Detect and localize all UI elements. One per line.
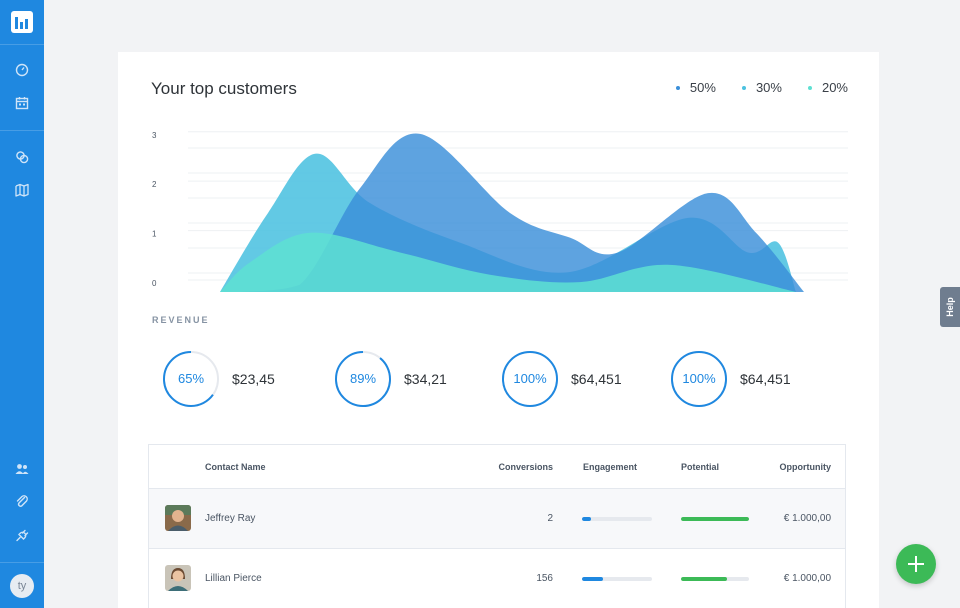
coins-icon[interactable] xyxy=(13,148,31,166)
help-label: Help xyxy=(945,297,955,317)
add-button[interactable] xyxy=(896,544,936,584)
legend-item: 30% xyxy=(741,80,782,95)
ring-percent-label: 100% xyxy=(513,371,547,386)
y-tick-label: 2 xyxy=(152,180,157,189)
revenue-stat: 89% $34,21 xyxy=(334,350,447,408)
ring-percent-label: 100% xyxy=(682,371,716,386)
legend-label: 20% xyxy=(821,80,848,95)
dashboard-gauge-icon[interactable] xyxy=(13,61,31,79)
user-avatar[interactable]: ty xyxy=(10,574,34,598)
ring-progress xyxy=(163,351,219,407)
legend-dot-icon xyxy=(807,85,812,90)
ring-percent-label: 89% xyxy=(350,371,376,386)
potential-bar xyxy=(681,577,749,581)
potential-bar-fill xyxy=(681,577,728,581)
app-logo-icon[interactable] xyxy=(11,11,33,33)
users-icon[interactable] xyxy=(13,460,31,478)
column-header-engagement[interactable]: Engagement xyxy=(583,462,638,472)
engagement-bar-fill xyxy=(582,517,592,521)
revenue-stat: 100% $64,451 xyxy=(501,350,622,408)
column-header-conversions[interactable]: Conversions xyxy=(498,462,553,472)
paperclip-icon[interactable] xyxy=(13,493,31,511)
revenue-stat: 100% $64,451 xyxy=(670,350,791,408)
legend-label: 30% xyxy=(755,80,782,95)
chart-legend: 50% 30% 20% xyxy=(675,80,848,95)
opportunity-value: € 1.000,00 xyxy=(783,513,831,524)
progress-ring: 100% xyxy=(502,351,558,407)
potential-bar-fill xyxy=(681,517,749,521)
revenue-value: $64,451 xyxy=(740,371,791,387)
sidebar-divider xyxy=(0,562,44,563)
sidebar-divider xyxy=(0,130,44,131)
plug-icon[interactable] xyxy=(13,527,31,545)
potential-bar xyxy=(681,517,749,521)
legend-label: 50% xyxy=(689,80,716,95)
revenue-value: $23,45 xyxy=(232,371,275,387)
contact-name[interactable]: Jeffrey Ray xyxy=(205,513,256,524)
y-tick-label: 1 xyxy=(152,230,157,239)
revenue-value: $64,451 xyxy=(571,371,622,387)
legend-item: 20% xyxy=(807,80,848,95)
area-series-20pct xyxy=(220,232,796,292)
contact-avatar xyxy=(165,565,191,591)
engagement-bar-fill xyxy=(582,577,603,581)
top-customers-card: Your top customers 50% 30% 20% 3 2 1 0 REVE… xyxy=(118,52,879,608)
customers-table: Contact Name Conversions Engagement Pote… xyxy=(148,444,846,608)
revenue-label: REVENUE xyxy=(152,315,210,325)
legend-item: 50% xyxy=(675,80,716,95)
conversions-value: 2 xyxy=(547,513,553,524)
engagement-bar xyxy=(582,577,652,581)
plus-icon xyxy=(908,556,924,572)
area-chart: 3 2 1 0 xyxy=(152,131,848,292)
sidebar: ty xyxy=(0,0,44,608)
column-header-contact[interactable]: Contact Name xyxy=(205,462,266,472)
legend-dot-icon xyxy=(741,85,746,90)
table-row[interactable]: Lillian Pierce 156 € 1.000,00 xyxy=(149,549,845,608)
card-title: Your top customers xyxy=(151,79,297,98)
column-header-opportunity[interactable]: Opportunity xyxy=(779,462,832,472)
ring-percent-label: 65% xyxy=(178,371,204,386)
calendar-icon[interactable] xyxy=(13,94,31,112)
ring-progress xyxy=(335,351,391,407)
progress-ring: 65% xyxy=(163,351,219,407)
contact-avatar xyxy=(165,505,191,531)
revenue-stat: 65% $23,45 xyxy=(162,350,275,408)
legend-dot-icon xyxy=(675,85,680,90)
map-icon[interactable] xyxy=(13,181,31,199)
column-header-potential[interactable]: Potential xyxy=(681,462,720,472)
progress-ring: 100% xyxy=(671,351,727,407)
y-tick-label: 3 xyxy=(152,131,157,140)
sidebar-divider xyxy=(0,44,44,45)
y-tick-label: 0 xyxy=(152,279,157,288)
table-row[interactable]: Jeffrey Ray 2 € 1.000,00 xyxy=(149,489,845,549)
engagement-bar xyxy=(582,517,652,521)
conversions-value: 156 xyxy=(536,573,553,584)
help-tab[interactable]: Help xyxy=(940,287,960,327)
table-header: Contact Name Conversions Engagement Pote… xyxy=(149,445,845,489)
ring-progress xyxy=(502,351,558,407)
revenue-value: $34,21 xyxy=(404,371,447,387)
contact-name[interactable]: Lillian Pierce xyxy=(205,573,262,584)
progress-ring: 89% xyxy=(335,351,391,407)
ring-progress xyxy=(671,351,727,407)
opportunity-value: € 1.000,00 xyxy=(783,573,831,584)
